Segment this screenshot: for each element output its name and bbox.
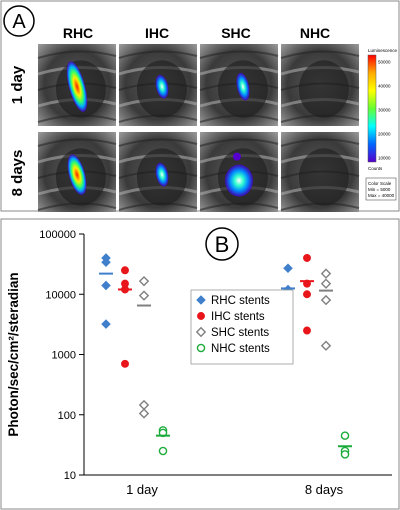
y-tick-label: 100000 — [39, 229, 76, 241]
colorbar-tick-label: 20000 — [378, 132, 391, 137]
colorbar-tick-label: 10000 — [378, 156, 391, 161]
y-axis-label: Photon/sec/cm²/steradian — [6, 272, 21, 436]
data-point — [138, 275, 150, 287]
data-point — [138, 290, 150, 301]
legend-marker — [195, 326, 207, 338]
colorbar-tick-label: 30000 — [378, 108, 391, 113]
series-ihc-stents — [118, 254, 314, 368]
data-point — [320, 294, 332, 306]
data-point — [138, 408, 150, 419]
panel-b-scatter-chart: B 10 100 1000 10000 100000 Photon/sec/cm²/ster… — [0, 218, 400, 510]
row-label-1-day: 1 day — [9, 65, 26, 104]
colorbar — [367, 54, 377, 163]
data-point — [138, 399, 150, 411]
panel-b-label-circle — [205, 227, 239, 261]
legend-marker — [197, 312, 205, 320]
color-scale-line: Max = 40000 — [368, 193, 395, 198]
data-point — [303, 254, 311, 262]
legend-entry-label: IHC stents — [211, 311, 265, 323]
bioluminescence-image-shc-1-day — [199, 44, 279, 126]
color-scale-line: Min = 5000 — [368, 187, 391, 192]
y-tick-label: 100 — [58, 410, 76, 422]
data-point — [121, 359, 129, 368]
colorbar-tick-label: 50000 — [378, 60, 391, 65]
legend-marker — [196, 343, 206, 353]
data-point — [101, 257, 111, 267]
bioluminescence-image-nhc-8-days — [280, 132, 360, 212]
color-scale-box — [365, 177, 397, 201]
data-point — [283, 263, 293, 274]
legend-entry-label: NHC stents — [211, 343, 270, 355]
data-point — [320, 268, 332, 279]
data-point — [340, 450, 350, 459]
x-category-label: 8 days — [305, 482, 344, 497]
column-header-rhc: RHC — [63, 25, 93, 41]
data-point — [101, 280, 111, 291]
color-scale-line: Color Scale — [368, 181, 392, 186]
colorbar-title: Luminescence — [368, 48, 398, 53]
data-point — [121, 266, 129, 275]
panel-b-frame — [0, 218, 400, 510]
bioluminescence-image-ihc-1-day — [118, 44, 198, 126]
legend-entry-label: SHC stents — [211, 327, 269, 339]
bioluminescence-image-rhc-1-day — [37, 44, 117, 126]
data-point — [320, 278, 332, 289]
legend: RHC stents IHC stents SHC stents NHC stents — [190, 289, 294, 365]
column-header-shc: SHC — [221, 25, 251, 41]
panel-a-label-circle — [3, 5, 35, 37]
colorbar-units: Counts — [368, 166, 383, 171]
data-point — [101, 319, 111, 329]
bioluminescence-image-rhc-8-days — [37, 132, 117, 212]
data-point — [320, 340, 332, 351]
column-header-ihc: IHC — [145, 25, 169, 41]
bioluminescence-image-nhc-1-day — [280, 44, 360, 126]
data-point — [303, 290, 311, 299]
row-label-8-days: 8 days — [9, 150, 26, 197]
y-tick-label: 10 — [64, 470, 76, 482]
data-point — [340, 431, 350, 440]
legend-entry-label: RHC stents — [211, 295, 270, 307]
panel-a-label: A — [12, 11, 26, 33]
x-category-label: 1 day — [126, 482, 158, 497]
panel-a-image-grid: A RHC IHC SHC NHC 1 day 8 days Luminescence 5000… — [0, 0, 400, 212]
column-header-nhc: NHC — [300, 25, 330, 41]
series-nhc-stents — [156, 426, 352, 459]
colorbar-tick-label: 40000 — [378, 84, 391, 89]
data-point — [303, 326, 311, 335]
y-tick-label: 1000 — [52, 350, 76, 362]
panel-b-label: B — [215, 232, 230, 257]
series-shc-stents — [137, 268, 333, 419]
data-point — [158, 446, 168, 456]
bioluminescence-image-shc-8-days — [199, 132, 279, 212]
y-tick-label: 10000 — [45, 289, 76, 301]
bioluminescence-image-ihc-8-days — [118, 132, 198, 212]
legend-marker — [196, 295, 206, 305]
